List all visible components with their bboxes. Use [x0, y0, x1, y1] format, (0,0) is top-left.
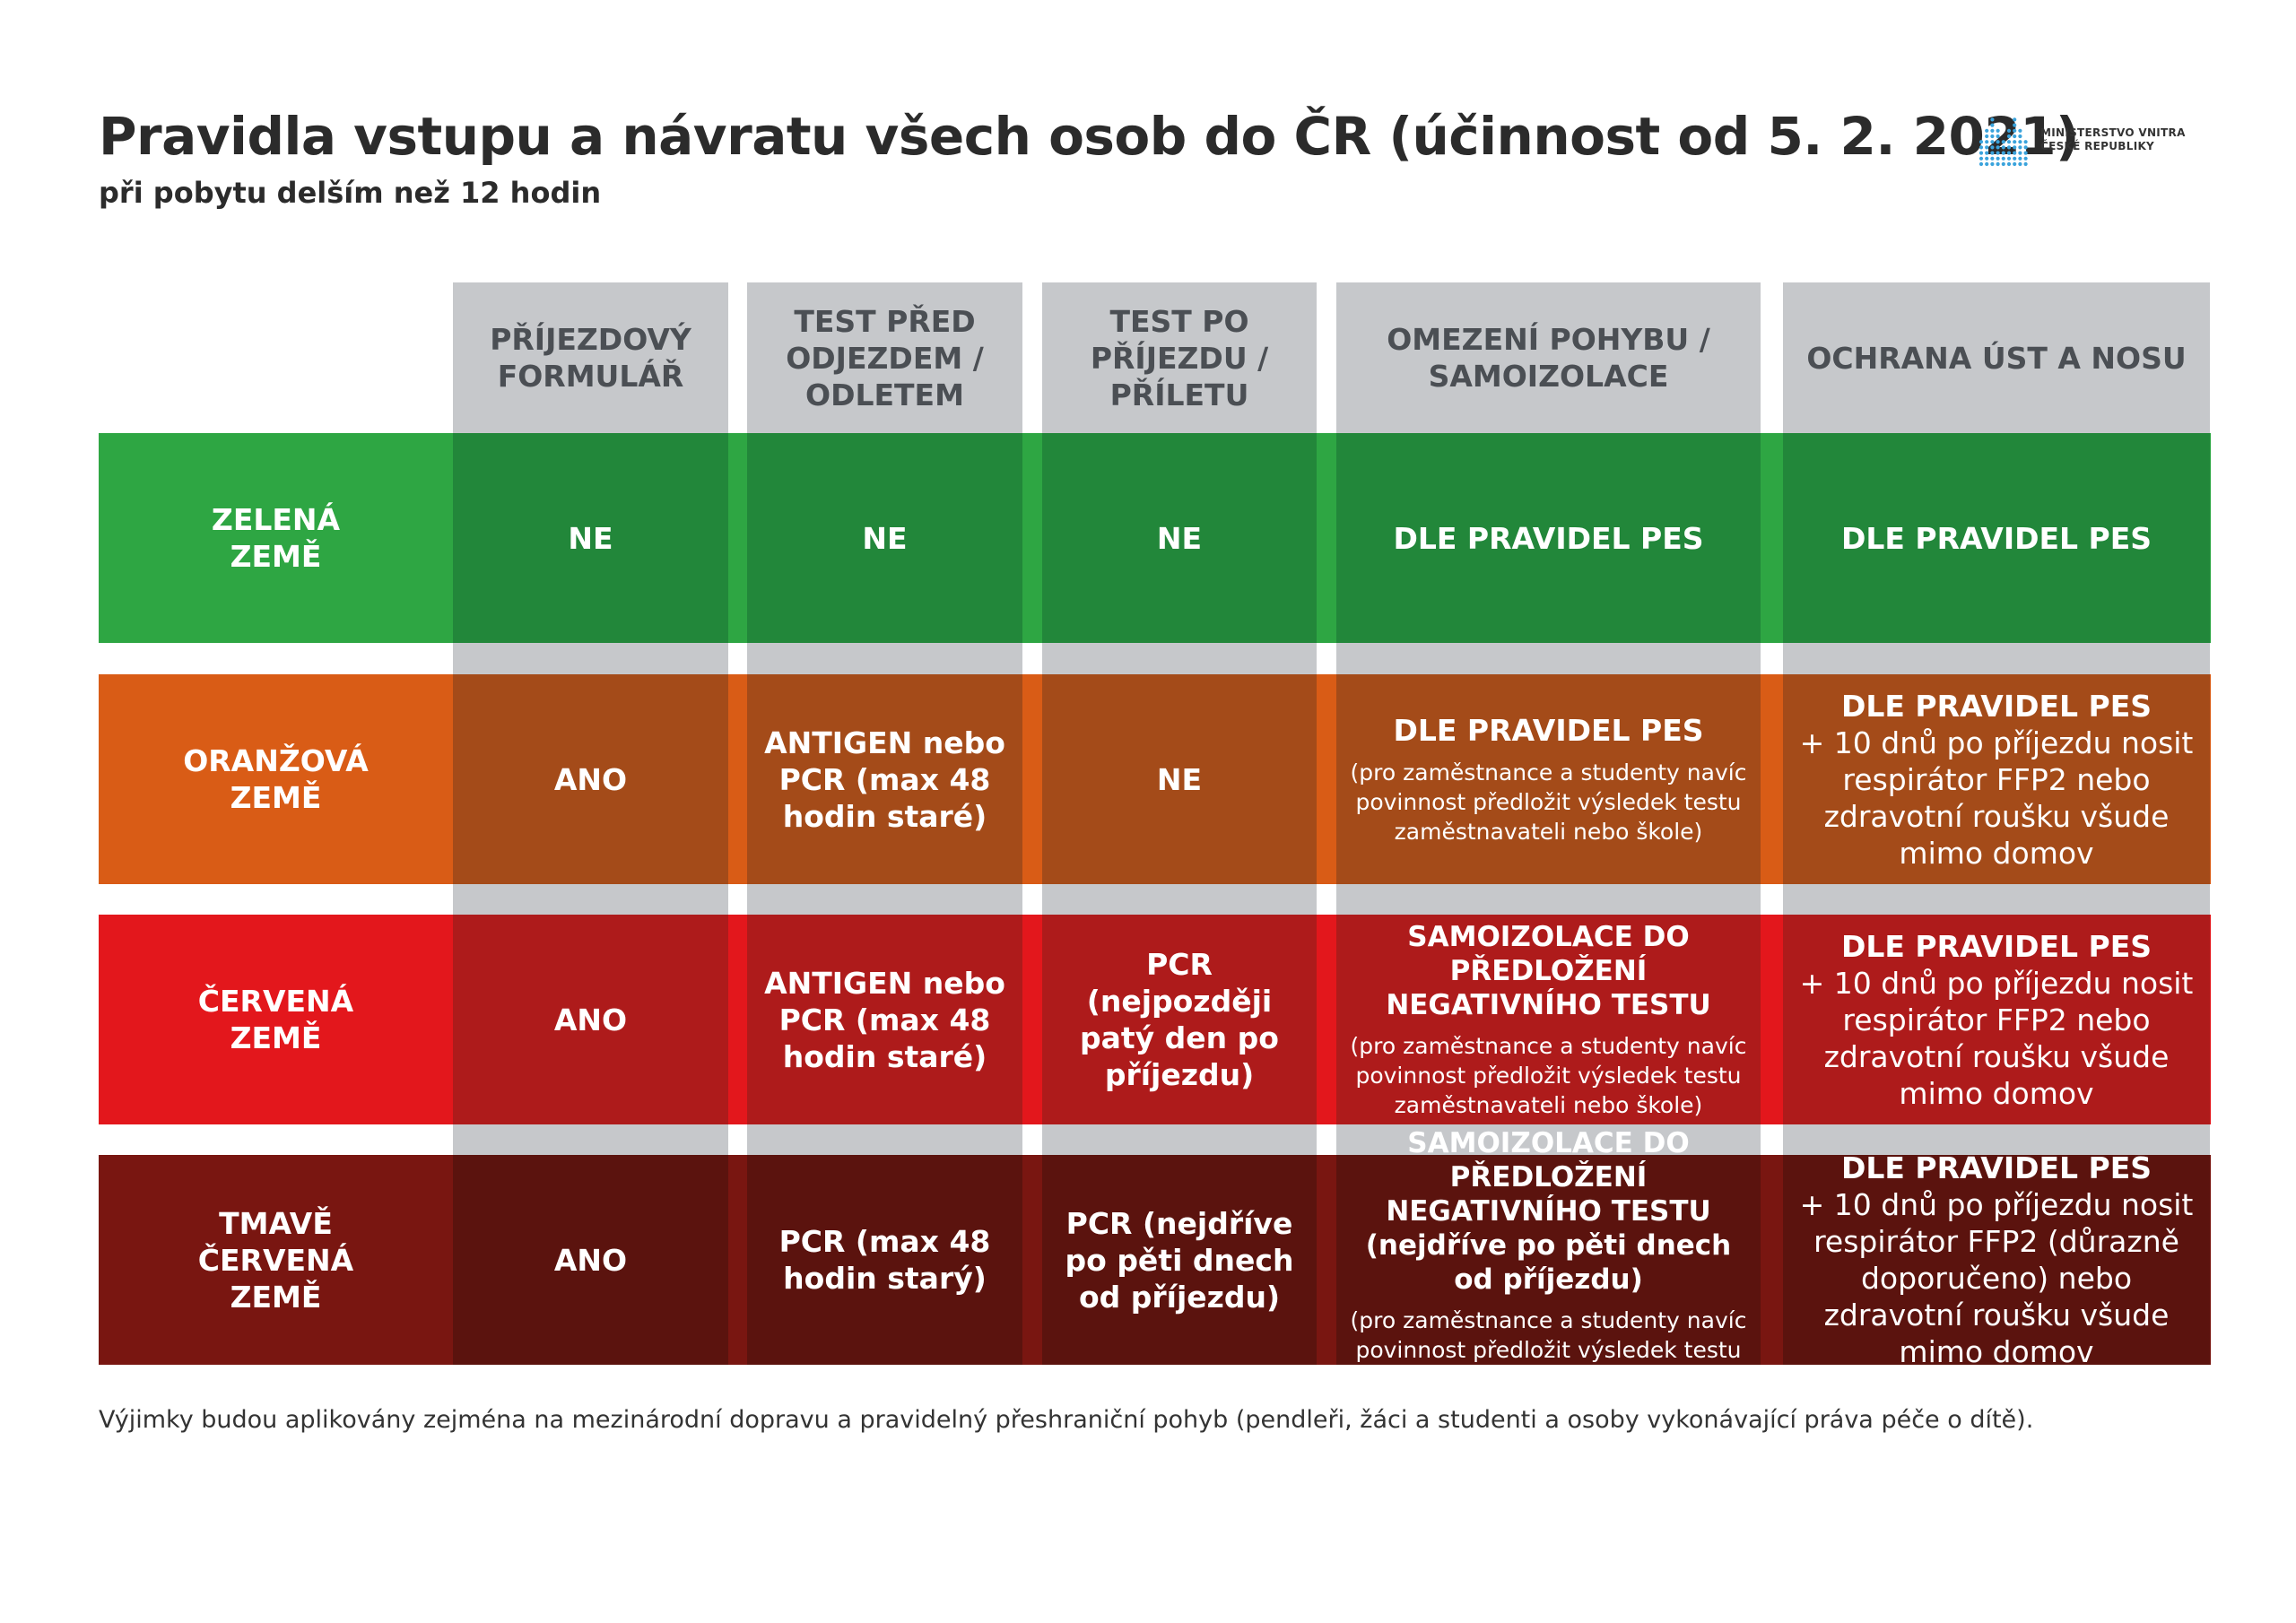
table-cell: NE — [747, 433, 1022, 643]
page-title: Pravidla vstupu a návratu všech osob do … — [99, 106, 2080, 167]
table-cell: ANO — [453, 1155, 728, 1365]
table-cell: ANTIGEN nebo PCR (max 48 hodin staré) — [747, 915, 1022, 1124]
column-header: TEST PO PŘÍJEZDU / PŘÍLETU — [1042, 282, 1317, 433]
cell-main-text: ANTIGEN nebo PCR (max 48 hodin staré) — [764, 965, 1005, 1074]
table-cell: ANO — [453, 915, 728, 1124]
cell-main-text: NE — [862, 520, 908, 556]
table-cell: DLE PRAVIDEL PES — [1336, 433, 1761, 643]
cell-main-text: NE — [1156, 520, 1203, 556]
cell-caps-text: SAMOIZOLACE DO PŘEDLOŽENÍ NEGATIVNÍHO TE… — [1365, 1126, 1732, 1296]
cell-main-text: ANO — [553, 1242, 628, 1278]
cell-extra-text: + 10 dnů po příjezdu nosit respirátor FF… — [1799, 725, 2194, 871]
table-cell: NE — [1042, 674, 1317, 884]
row-label: ORANŽOVÁ ZEMĚ — [99, 674, 453, 884]
logo-line-2: ČESKÉ REPUBLIKY — [2040, 140, 2155, 152]
cell-main-text: DLE PRAVIDEL PES — [1840, 688, 2152, 724]
column-header: OMEZENÍ POHYBU / SAMOIZOLACE — [1336, 282, 1761, 433]
table-cell: NE — [453, 433, 728, 643]
cell-extra-text: + 10 dnů po příjezdu nosit respirátor FF… — [1799, 1187, 2194, 1369]
cell-note-text: (pro zaměstnance a studenty navíc povinn… — [1350, 1306, 1747, 1393]
column-header: PŘÍJEZDOVÝ FORMULÁŘ — [453, 282, 728, 433]
cell-main-text: PCR (nejpozději patý den po příjezdu) — [1080, 947, 1279, 1092]
page-subtitle: při pobytu delším než 12 hodin — [99, 176, 602, 210]
table-cell: ANO — [453, 674, 728, 884]
table-cell: PCR (nejdříve po pěti dnech od příjezdu) — [1042, 1155, 1317, 1365]
cell-caps-text: SAMOIZOLACE DO PŘEDLOŽENÍ NEGATIVNÍHO TE… — [1386, 920, 1711, 1021]
table-cell: SAMOIZOLACE DO PŘEDLOŽENÍ NEGATIVNÍHO TE… — [1336, 1127, 1761, 1393]
cell-extra-text: + 10 dnů po příjezdu nosit respirátor FF… — [1799, 965, 2194, 1111]
row-label: ČERVENÁ ZEMĚ — [99, 915, 453, 1124]
footer-note: Výjimky budou aplikovány zejména na mezi… — [99, 1406, 2034, 1434]
table-cell: DLE PRAVIDEL PES (pro zaměstnance a stude… — [1336, 674, 1761, 884]
cell-main-text: PCR (nejdříve po pěti dnech od příjezdu) — [1065, 1205, 1294, 1315]
cell-main-text: NE — [568, 520, 613, 556]
row-label-text: ČERVENÁ ZEMĚ — [197, 984, 354, 1055]
mvcr-dotted-logo-icon — [1979, 117, 2028, 167]
cell-main-text: DLE PRAVIDEL PES — [1393, 520, 1704, 556]
table-cell: ANTIGEN nebo PCR (max 48 hodin staré) — [747, 674, 1022, 884]
row-label: TMAVĚ ČERVENÁ ZEMĚ — [99, 1155, 453, 1365]
table-cell: NE — [1042, 433, 1317, 643]
table-cell: DLE PRAVIDEL PES + 10 dnů po příjezdu nos… — [1783, 915, 2210, 1124]
cell-main-text: ANO — [553, 761, 628, 797]
table-cell: DLE PRAVIDEL PES — [1783, 433, 2210, 643]
cell-main-text: DLE PRAVIDEL PES — [1393, 713, 1704, 748]
cell-main-text: PCR (max 48 hodin starý) — [778, 1224, 991, 1296]
table-cell: DLE PRAVIDEL PES + 10 dnů po příjezdu nos… — [1783, 1150, 2210, 1369]
row-label: ZELENÁ ZEMĚ — [99, 433, 453, 643]
cell-main-text: DLE PRAVIDEL PES — [1840, 928, 2152, 964]
cell-note-text: (pro zaměstnance a studenty navíc povinn… — [1350, 759, 1747, 845]
table-cell: PCR (max 48 hodin starý) — [747, 1155, 1022, 1365]
column-header: OCHRANA ÚST A NOSU — [1783, 282, 2210, 433]
cell-main-text: ANTIGEN nebo PCR (max 48 hodin staré) — [764, 725, 1005, 834]
logo-line-1: MINISTERSTVO VNITRA — [2040, 126, 2186, 139]
cell-main-text: DLE PRAVIDEL PES — [1840, 520, 2152, 556]
cell-main-text: DLE PRAVIDEL PES — [1840, 1150, 2152, 1185]
table-cell: SAMOIZOLACE DO PŘEDLOŽENÍ NEGATIVNÍHO TE… — [1336, 915, 1761, 1124]
column-header: TEST PŘED ODJEZDEM / ODLETEM — [747, 282, 1022, 433]
table-cell: PCR (nejpozději patý den po příjezdu) — [1042, 915, 1317, 1124]
cell-main-text: ANO — [553, 1002, 628, 1037]
cell-main-text: NE — [1156, 761, 1203, 797]
row-label-text: TMAVĚ ČERVENÁ ZEMĚ — [197, 1205, 354, 1315]
row-label-text: ZELENÁ ZEMĚ — [211, 502, 341, 574]
ministry-logo: MINISTERSTVO VNITRA ČESKÉ REPUBLIKY — [1978, 112, 2186, 168]
table-cell: DLE PRAVIDEL PES + 10 dnů po příjezdu nos… — [1783, 674, 2210, 884]
row-label-text: ORANŽOVÁ ZEMĚ — [183, 743, 369, 815]
cell-note-text: (pro zaměstnance a studenty navíc povinn… — [1350, 1032, 1747, 1118]
logo-text: MINISTERSTVO VNITRA ČESKÉ REPUBLIKY — [2040, 126, 2186, 153]
